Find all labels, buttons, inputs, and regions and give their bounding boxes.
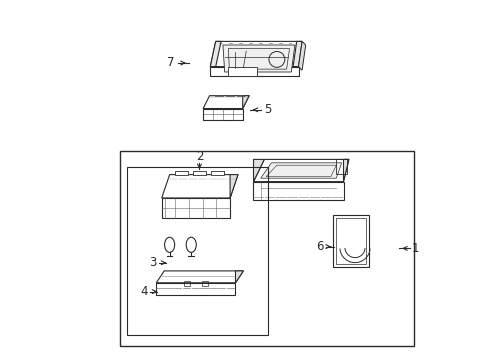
Bar — [332, 215, 368, 267]
Text: 6: 6 — [316, 240, 323, 253]
Polygon shape — [156, 283, 235, 294]
Polygon shape — [242, 96, 249, 109]
Polygon shape — [175, 171, 187, 175]
Text: 5: 5 — [264, 103, 271, 116]
Polygon shape — [230, 175, 238, 198]
Polygon shape — [193, 171, 205, 175]
Bar — [120, 151, 413, 346]
Bar — [335, 218, 365, 264]
Polygon shape — [210, 41, 221, 67]
Text: 7: 7 — [166, 57, 174, 69]
Polygon shape — [162, 175, 238, 198]
Polygon shape — [253, 181, 343, 201]
Polygon shape — [156, 271, 243, 283]
Polygon shape — [235, 271, 243, 283]
Bar — [336, 159, 346, 174]
Bar — [127, 167, 267, 335]
Polygon shape — [211, 171, 223, 175]
Polygon shape — [292, 41, 302, 67]
Polygon shape — [260, 163, 341, 178]
Polygon shape — [210, 67, 298, 76]
Text: 3: 3 — [149, 256, 156, 269]
Polygon shape — [298, 41, 305, 70]
Polygon shape — [162, 198, 230, 218]
Bar — [183, 282, 189, 287]
Text: 1: 1 — [411, 242, 418, 255]
Text: 4: 4 — [140, 285, 147, 298]
Polygon shape — [225, 94, 233, 96]
Polygon shape — [236, 94, 244, 96]
Polygon shape — [343, 159, 348, 181]
Text: 2: 2 — [195, 150, 203, 163]
Ellipse shape — [186, 237, 196, 252]
Polygon shape — [210, 41, 302, 67]
Polygon shape — [215, 94, 223, 96]
Polygon shape — [253, 159, 264, 181]
Polygon shape — [228, 67, 257, 76]
Ellipse shape — [164, 237, 174, 252]
Bar — [202, 282, 207, 287]
Polygon shape — [203, 96, 249, 109]
Polygon shape — [253, 159, 348, 181]
Polygon shape — [203, 109, 242, 120]
Polygon shape — [223, 45, 294, 72]
